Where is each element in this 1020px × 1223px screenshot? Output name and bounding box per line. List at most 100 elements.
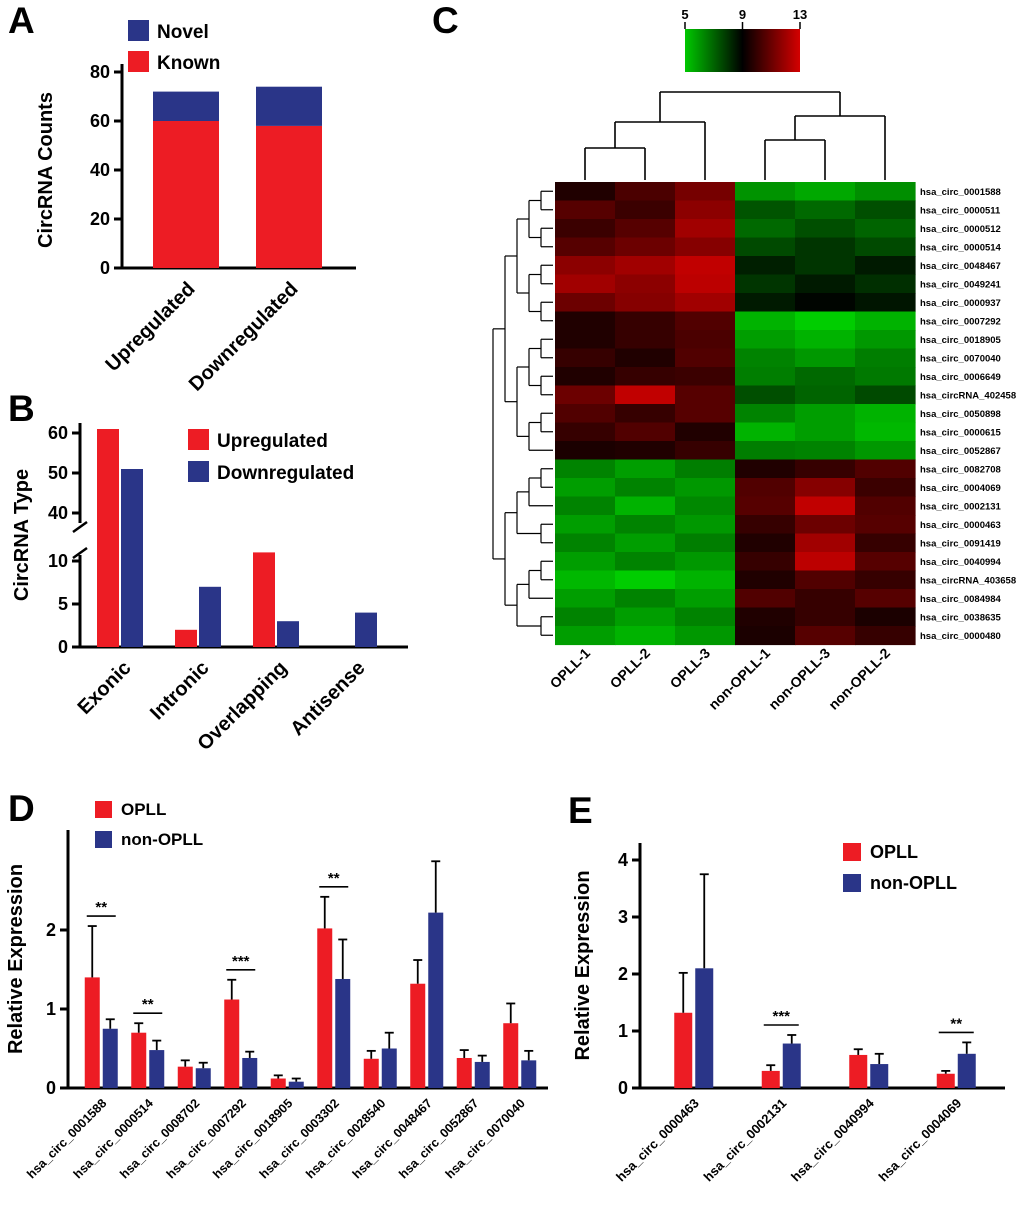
y-axis-title: CircRNA Counts	[35, 92, 57, 248]
heatmap-cell	[795, 237, 856, 257]
heatmap-cell	[555, 533, 616, 553]
heatmap-cell	[795, 441, 856, 461]
heatmap-cell	[675, 348, 736, 368]
heatmap-cell	[795, 626, 856, 646]
heatmap-cell	[555, 200, 616, 220]
heatmap-cell	[795, 570, 856, 590]
y-tick-label: 2	[618, 964, 628, 984]
heatmap-cell	[555, 367, 616, 387]
column-label: non-OPLL-2	[825, 645, 893, 713]
heatmap-cell	[555, 348, 616, 368]
heatmap-cell	[735, 182, 796, 202]
x-tick-label: Exonic	[74, 657, 136, 719]
heatmap-cell	[855, 256, 916, 276]
y-axis-title: Relative Expression	[572, 870, 594, 1060]
significance-label: ***	[772, 1008, 790, 1025]
heatmap-cell	[555, 182, 616, 202]
x-tick-label: Upregulated	[101, 278, 199, 376]
heatmap-cell	[735, 552, 796, 572]
heatmap-cell	[795, 589, 856, 609]
heatmap-cell	[855, 496, 916, 516]
x-tick-label: hsa_circ_0003302	[257, 1096, 342, 1181]
colorbar-tick-label: 5	[681, 7, 688, 22]
y-tick-label: 0	[618, 1078, 628, 1098]
heatmap-cell	[735, 237, 796, 257]
heatmap-cell	[555, 570, 616, 590]
y-tick-label: 40	[48, 503, 68, 523]
heatmap-cell	[675, 330, 736, 350]
heatmap-cell	[855, 626, 916, 646]
heatmap-cell	[675, 385, 736, 405]
y-tick-label: 5	[58, 594, 68, 614]
legend-swatch	[843, 843, 861, 861]
bar-upregulated	[175, 629, 197, 647]
legend-label: OPLL	[870, 842, 918, 862]
y-tick-label: 60	[90, 111, 110, 131]
heatmap-cell	[555, 293, 616, 313]
bar-opll	[270, 1078, 286, 1088]
x-tick-label: hsa_circ_0040994	[788, 1095, 877, 1184]
heatmap-cell	[735, 404, 796, 424]
heatmap-cell	[675, 533, 736, 553]
heatmap-cell	[615, 404, 676, 424]
heatmap-cell	[795, 385, 856, 405]
row-label: hsa_circRNA_402458	[920, 390, 1016, 401]
heatmap-cell	[855, 589, 916, 609]
legend-swatch	[188, 429, 209, 450]
bar-novel	[153, 91, 219, 121]
row-label: hsa_circ_0038635	[920, 612, 1002, 623]
x-tick-label: hsa_circ_0000514	[71, 1096, 156, 1181]
heatmap-cell	[735, 219, 796, 239]
bar-non-opll	[149, 1050, 165, 1088]
heatmap-cell	[795, 274, 856, 294]
heatmap-cell	[735, 422, 796, 442]
bar-upregulated	[97, 429, 119, 647]
axis-break-mark	[72, 546, 88, 560]
row-label: hsa_circ_0050898	[920, 409, 1001, 420]
heatmap-cell	[735, 626, 796, 646]
row-label: hsa_circ_0001588	[920, 187, 1001, 198]
panel-e-label: E	[568, 790, 593, 831]
y-tick-label: 3	[618, 907, 628, 927]
heatmap-cell	[555, 311, 616, 331]
row-label: hsa_circ_0040994	[920, 557, 1002, 568]
x-tick-label: Intronic	[146, 657, 213, 724]
significance-label: ***	[232, 953, 250, 970]
row-label: hsa_circ_0048467	[920, 261, 1001, 272]
y-tick-label: 40	[90, 160, 110, 180]
axis-break-mark	[72, 520, 88, 534]
heatmap-cell	[795, 256, 856, 276]
bar-non-opll	[381, 1048, 397, 1088]
heatmap-cell	[555, 274, 616, 294]
panel-c-heatmap: 5 9 13 hsa_circ_0001588 hsa_circ_0000511 hsa_…	[492, 7, 1016, 713]
heatmap-cell	[795, 533, 856, 553]
heatmap-cell	[615, 607, 676, 627]
bar-opll	[317, 928, 333, 1088]
heatmap-cell	[795, 607, 856, 627]
heatmap-cell	[675, 237, 736, 257]
heatmap-cell	[735, 367, 796, 387]
legend-label: Known	[157, 53, 220, 74]
x-tick-label: hsa_circ_0052867	[396, 1096, 481, 1181]
heatmap-cell	[615, 515, 676, 535]
bar-novel	[256, 86, 322, 126]
heatmap-cell	[855, 422, 916, 442]
y-tick-label: 50	[48, 463, 68, 483]
x-tick-label: hsa_circ_0007292	[164, 1096, 249, 1181]
y-tick-label: 0	[100, 258, 110, 278]
heatmap-cell	[555, 404, 616, 424]
row-label: hsa_circ_0000480	[920, 631, 1001, 642]
x-tick-label: hsa_circ_0000463	[613, 1096, 702, 1185]
bar-non-opll	[428, 912, 444, 1088]
bar-opll	[936, 1073, 955, 1088]
bar-non-opll	[102, 1028, 118, 1088]
heatmap-cell	[735, 441, 796, 461]
row-label: hsa_circ_0002131	[920, 501, 1002, 512]
row-label: hsa_circ_0000937	[920, 298, 1001, 309]
heatmap-cell	[795, 200, 856, 220]
row-label: hsa_circ_0091419	[920, 538, 1001, 549]
heatmap-cell	[615, 533, 676, 553]
heatmap-cell	[615, 422, 676, 442]
heatmap-cell	[795, 496, 856, 516]
